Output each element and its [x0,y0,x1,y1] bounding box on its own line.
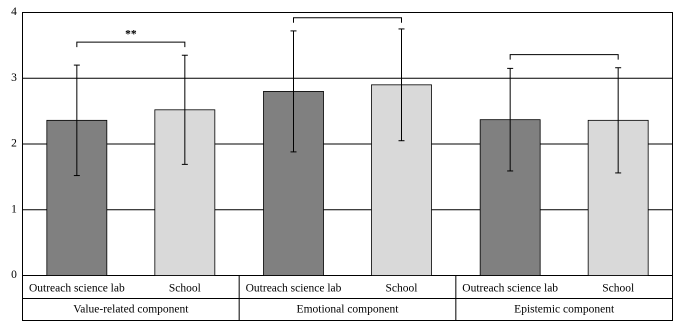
y-tick-label: 4 [11,6,17,18]
y-tick-label: 2 [11,138,17,150]
x-tick-label: Outreach science lab [462,283,558,295]
y-tick-label: 1 [11,203,17,215]
significance-bracket [293,17,402,23]
y-tick-label: 0 [11,269,17,281]
x-tick-label: Outreach science lab [246,283,342,295]
group-label: Epistemic component [514,304,615,316]
plot-frame [22,12,673,321]
group-label: Value-related component [73,304,189,316]
significance-bracket [509,54,619,60]
y-tick-label: 3 [11,72,17,84]
significance-label: ** [125,29,137,41]
x-tick-label: Outreach science lab [29,283,125,295]
x-tick-label: School [386,283,418,295]
x-tick-label: School [602,283,634,295]
group-label: Emotional component [297,304,400,316]
significance-bracket [76,41,186,48]
x-tick-label: School [169,283,201,295]
